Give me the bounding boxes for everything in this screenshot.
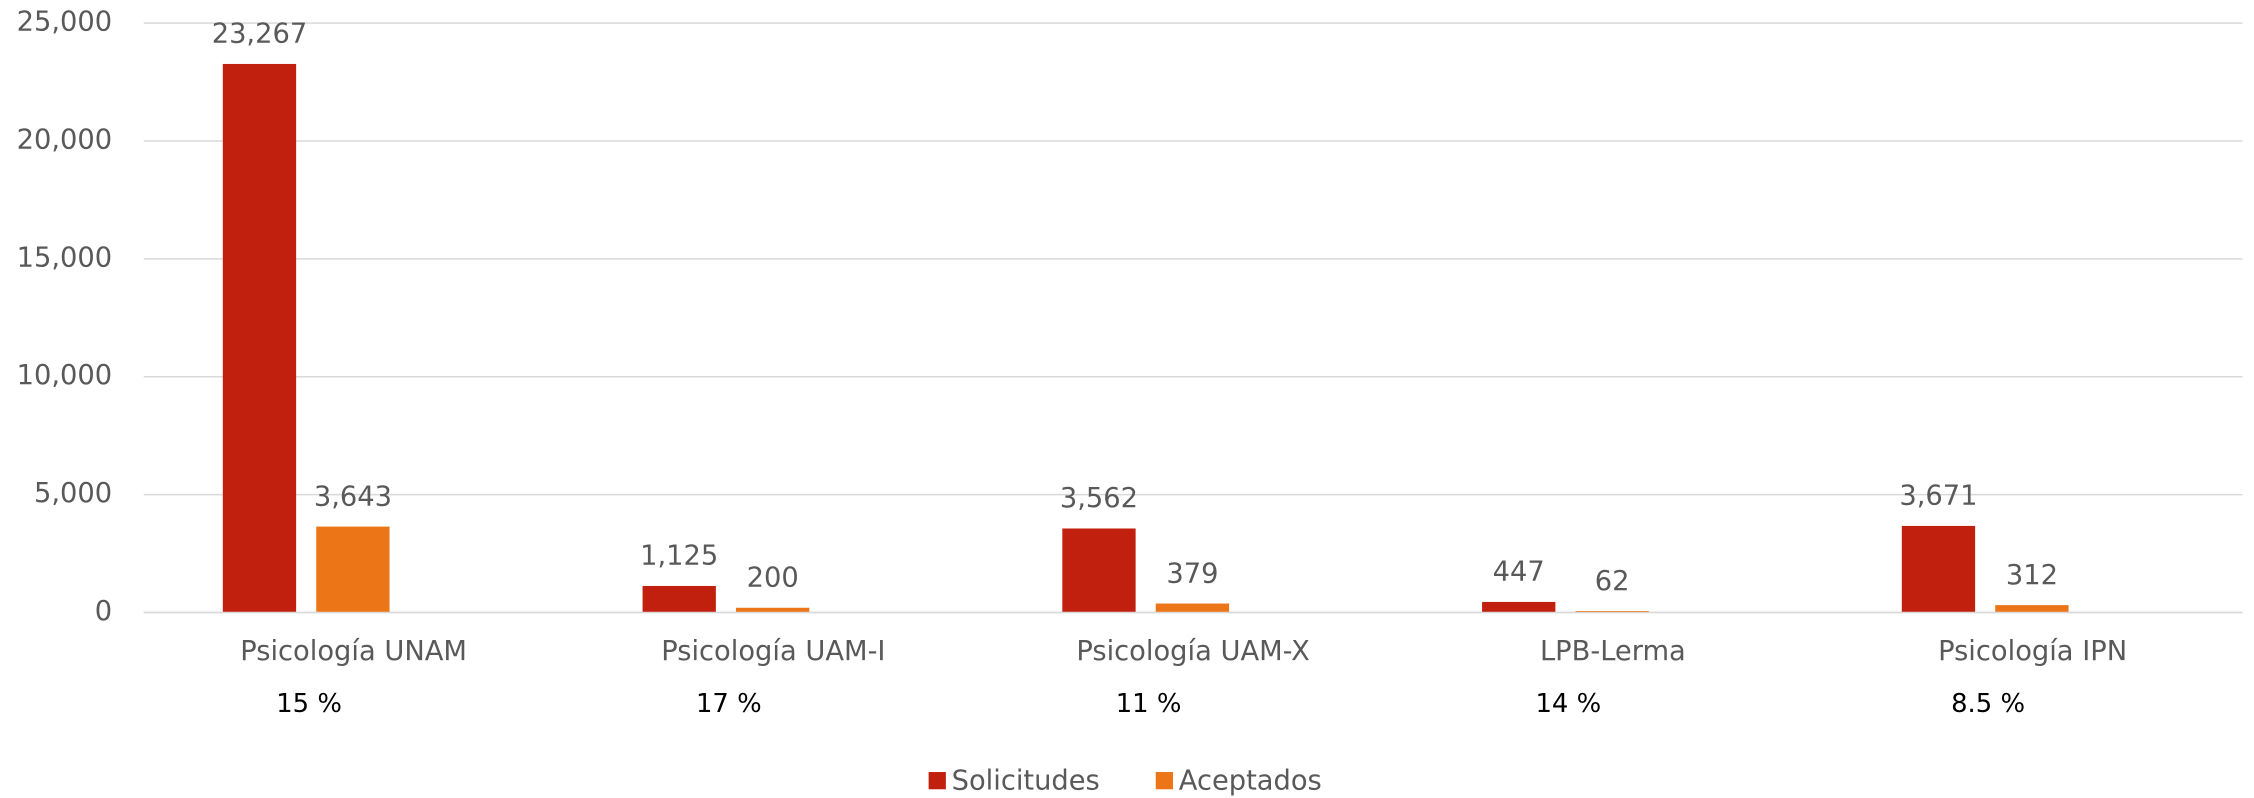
bar: [1482, 601, 1556, 613]
y-tick-label: 5,000: [34, 478, 112, 509]
bar: [1155, 603, 1230, 613]
legend-label: Solicitudes: [952, 766, 1100, 797]
y-tick-label: 0: [95, 596, 112, 627]
bar: [1575, 611, 1649, 613]
data-label: 200: [747, 563, 799, 594]
data-label: 447: [1493, 557, 1545, 588]
x-tick-label: Psicología IPN: [1938, 636, 2127, 667]
annotation: 14 %: [1535, 689, 1601, 719]
bar: [1901, 525, 1976, 613]
annotation: 8.5 %: [1951, 689, 2025, 719]
data-label: 312: [2006, 560, 2058, 591]
x-tick-label: Psicología UAM-X: [1076, 636, 1310, 667]
data-label: 1,125: [640, 541, 718, 572]
bar: [736, 607, 810, 613]
legend-swatch: [928, 772, 946, 790]
data-label: 3,671: [1899, 481, 1977, 512]
x-tick-label: Psicología UAM-I: [661, 636, 885, 667]
y-tick-label: 20,000: [17, 124, 113, 155]
annotation: 17 %: [696, 689, 762, 719]
y-tick-label: 10,000: [17, 360, 113, 391]
y-tick-label: 25,000: [17, 7, 113, 38]
annotation: 15 %: [276, 689, 342, 719]
data-label: 23,267: [212, 19, 308, 50]
x-tick-label: LPB-Lerma: [1540, 636, 1686, 667]
data-label: 3,643: [314, 481, 392, 512]
y-tick-label: 15,000: [17, 242, 113, 273]
legend-label: Aceptados: [1179, 766, 1322, 797]
data-label: 3,562: [1060, 483, 1138, 514]
bar: [1995, 605, 2069, 613]
x-tick-label: Psicología UNAM: [240, 636, 467, 667]
data-label: 379: [1166, 558, 1218, 589]
bar: [222, 63, 297, 613]
data-label: 62: [1595, 566, 1630, 597]
bar: [316, 526, 390, 613]
bar: [642, 585, 716, 613]
bar: [1062, 528, 1136, 613]
legend-swatch: [1155, 772, 1173, 790]
annotation: 11 %: [1116, 689, 1182, 719]
